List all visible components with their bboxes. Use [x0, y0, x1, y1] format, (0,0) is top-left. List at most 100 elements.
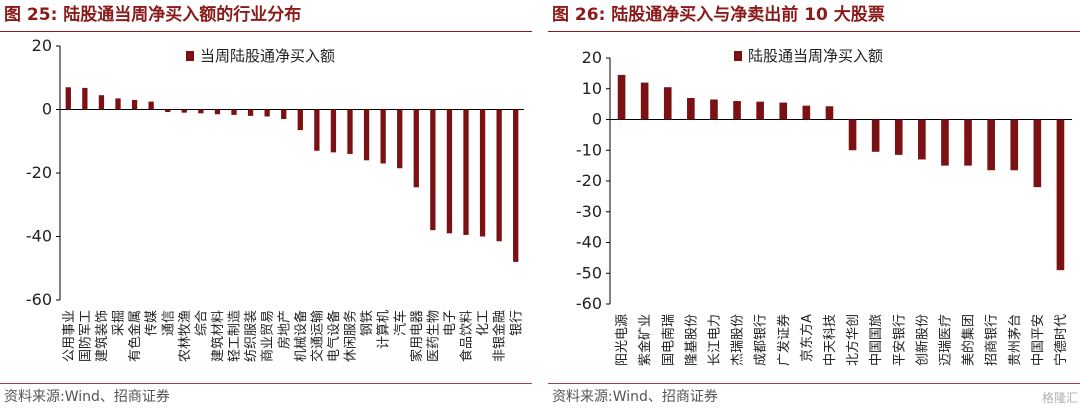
x-tick-label: 医药生物 — [426, 310, 441, 362]
legend-swatch — [734, 51, 742, 61]
x-tick-label: 平安银行 — [892, 314, 907, 366]
bar — [802, 105, 811, 120]
x-tick-label: 国防军工 — [77, 310, 93, 362]
bar — [964, 119, 972, 166]
watermark-logo: 格隆汇 — [1041, 391, 1078, 405]
x-tick-label: 中天科技 — [823, 314, 838, 366]
bar — [165, 109, 171, 113]
bar — [825, 106, 834, 120]
bar — [380, 109, 386, 164]
x-tick-label: 创新股份 — [914, 314, 930, 366]
x-tick-label: 招商银行 — [985, 314, 1000, 366]
x-tick-label: 杰瑞股份 — [731, 314, 746, 366]
x-tick-label: 北方华创 — [845, 314, 861, 366]
x-tick-label: 休闲服务 — [343, 310, 359, 362]
x-tick-label: 隆基股份 — [684, 314, 699, 366]
x-tick-label: 化工 — [476, 310, 491, 336]
bar — [397, 109, 403, 169]
bar — [871, 119, 880, 152]
x-tick-label: 京东方A — [799, 314, 815, 362]
left-title-rule — [0, 31, 532, 32]
bar — [756, 101, 764, 120]
x-tick-label: 钢铁 — [360, 310, 375, 336]
bar — [148, 101, 154, 110]
y-tick-label: -50 — [576, 263, 602, 282]
x-tick-label: 宁德时代 — [1053, 314, 1069, 366]
x-tick-label: 计算机 — [377, 310, 392, 349]
x-tick-label: 广发证券 — [776, 314, 792, 366]
x-tick-label: 商业贸易 — [261, 310, 276, 362]
x-tick-label: 房地产 — [276, 310, 292, 349]
y-tick-label: 0 — [42, 100, 52, 119]
y-tick-label: -30 — [576, 202, 602, 221]
bar — [894, 119, 903, 155]
x-tick-label: 建筑材料 — [210, 310, 226, 362]
bar — [779, 102, 788, 120]
bar — [330, 109, 337, 153]
bar — [733, 101, 741, 120]
bar — [687, 97, 695, 120]
bar — [617, 74, 626, 120]
x-tick-label: 电气设备 — [326, 310, 342, 362]
bar — [479, 109, 486, 237]
bar — [247, 109, 254, 116]
x-tick-label: 采掘 — [112, 310, 127, 336]
x-tick-label: 纺织服装 — [244, 310, 259, 362]
bar — [264, 109, 270, 117]
x-tick-label: 公用事业 — [62, 310, 77, 362]
bar — [231, 109, 237, 115]
bar — [463, 109, 469, 235]
x-tick-label: 轻工制造 — [228, 310, 243, 362]
x-tick-label: 迈瑞医疗 — [939, 314, 954, 366]
x-tick-label: 通信 — [161, 310, 176, 336]
y-tick-label: -60 — [576, 294, 602, 313]
y-tick-label: -60 — [26, 290, 52, 309]
x-tick-label: 交通运输 — [309, 310, 325, 362]
y-tick-label: 20 — [582, 48, 602, 67]
y-tick-label: -20 — [576, 171, 602, 190]
x-tick-label: 有色金属 — [127, 310, 143, 362]
x-tick-label: 贵州茅台 — [1008, 314, 1023, 366]
bar — [281, 109, 287, 120]
legend-label: 当周陆股通净买入额 — [200, 47, 335, 65]
right-figure-title: 图 26: 陆股通净买入与净卖出前 10 大股票 — [552, 5, 885, 25]
bar — [214, 109, 221, 115]
x-tick-label: 非银金融 — [492, 310, 508, 362]
x-tick-label: 长江电力 — [708, 314, 723, 366]
y-tick-label: -40 — [26, 227, 52, 246]
bar — [987, 119, 995, 171]
bar — [65, 87, 71, 110]
bar — [446, 109, 453, 234]
bar — [297, 109, 303, 131]
y-tick-label: -40 — [576, 233, 602, 252]
legend: 当周陆股通净买入额 — [186, 47, 335, 65]
bar — [131, 99, 138, 110]
legend-swatch — [186, 51, 194, 61]
bar — [710, 99, 718, 120]
y-tick-label: -10 — [576, 140, 602, 159]
left-source-text: 资料来源:Wind、招商证券 — [4, 389, 170, 405]
bar — [1033, 119, 1042, 188]
x-tick-label: 中国国旅 — [869, 314, 884, 366]
x-tick-label: 机械设备 — [293, 310, 309, 362]
right-source-text: 资料来源:Wind、招商证券 — [552, 389, 718, 405]
y-tick-label: -20 — [26, 163, 52, 182]
x-tick-label: 紫金矿业 — [637, 314, 653, 366]
bar — [363, 109, 370, 161]
bar — [941, 119, 949, 166]
bar — [413, 109, 419, 188]
bar — [918, 119, 926, 160]
x-tick-label: 建筑装饰 — [94, 310, 110, 362]
right-bar-chart: 20 10 0 -10 -20 -30 -40 -50 -60 阳光电源 紫金矿业 国电南瑞 隆基股份长… — [576, 47, 1072, 366]
left-source-rule — [0, 383, 532, 384]
bar — [430, 109, 436, 231]
bar — [181, 109, 187, 113]
x-tick-label: 成都银行 — [754, 314, 769, 366]
legend: 陆股通当周净买入额 — [734, 47, 883, 65]
y-tick-label: 10 — [582, 79, 602, 98]
right-figure-panel: 图 26: 陆股通净买入与净卖出前 10 大股票 20 10 0 -10 -20 -30 -… — [548, 0, 1080, 408]
bar — [1010, 119, 1019, 171]
bar — [848, 119, 857, 151]
bar — [640, 82, 649, 120]
x-tick-label: 家用电器 — [409, 310, 425, 362]
